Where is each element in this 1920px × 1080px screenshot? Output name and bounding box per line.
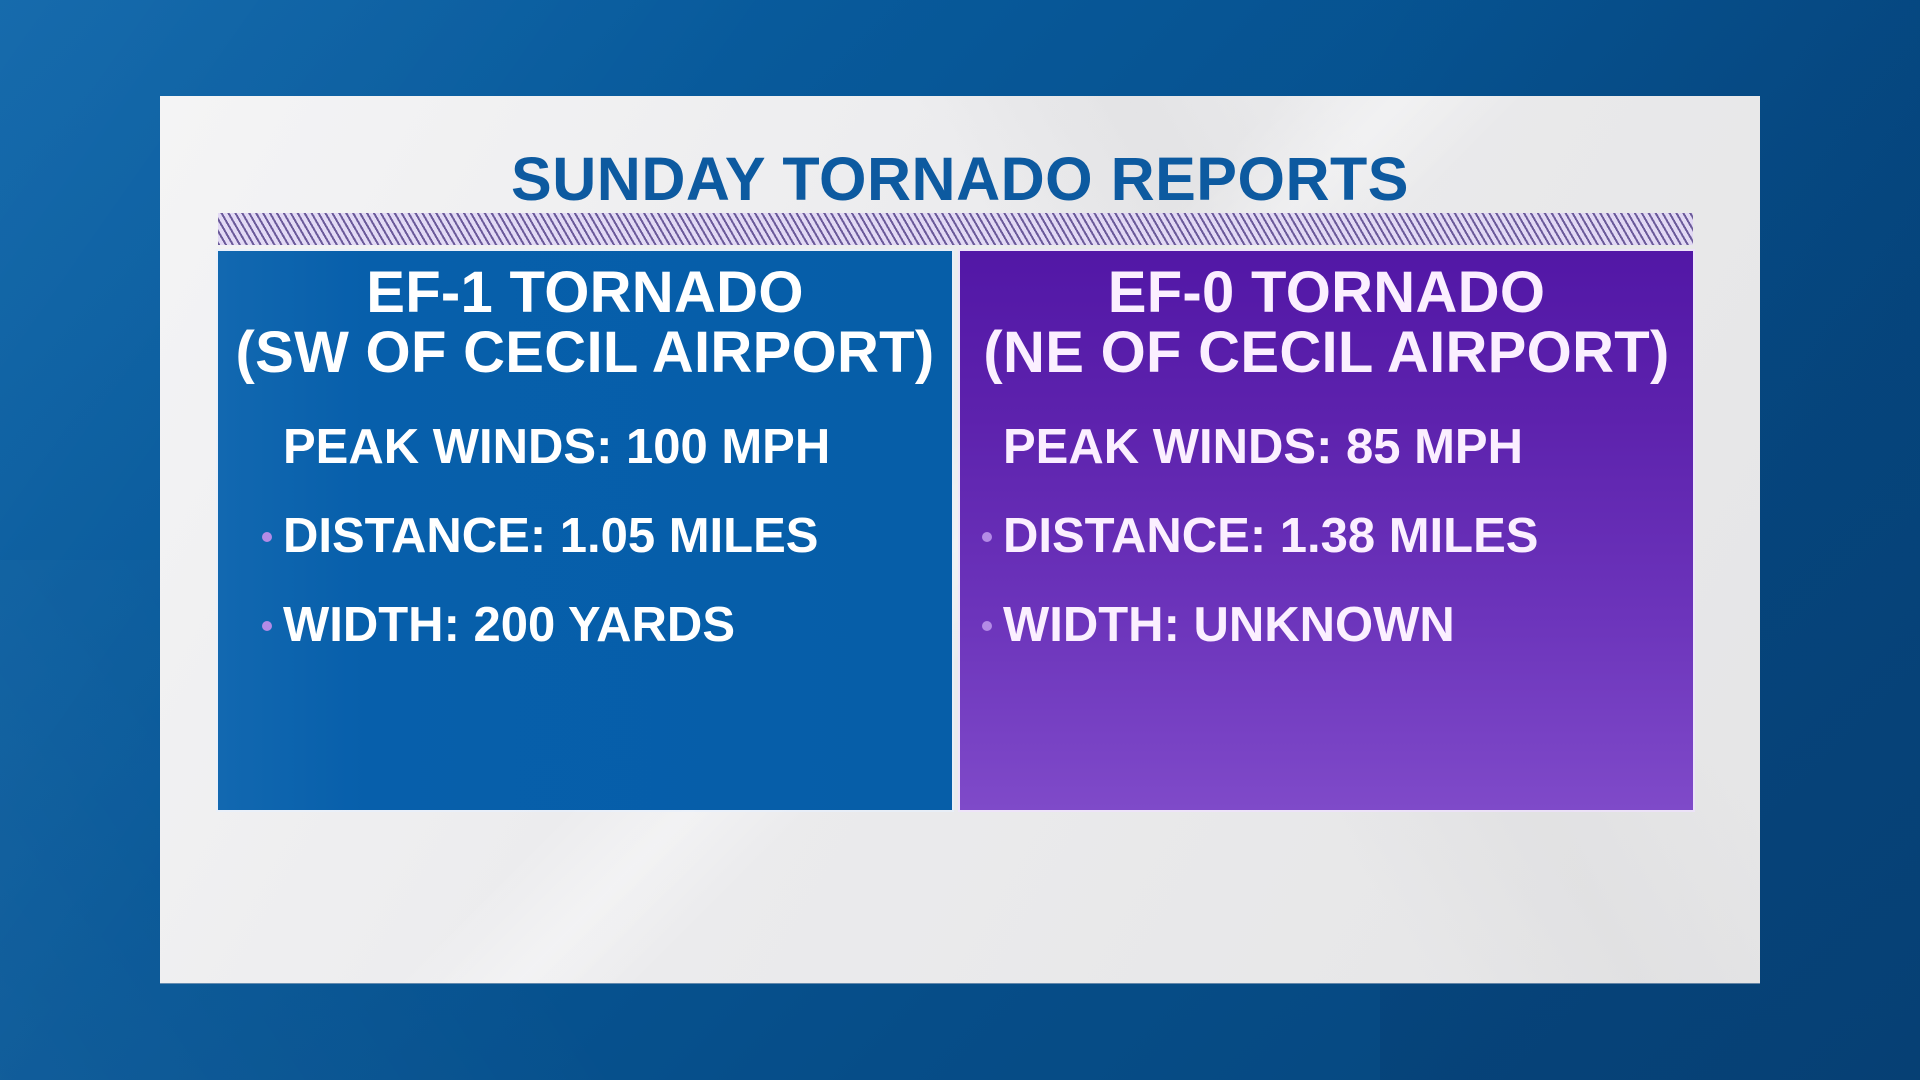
- panel-heading-line2: (SW OF CECIL AIRPORT): [235, 320, 935, 385]
- stats-list: PEAK WINDS: 85 MPH DISTANCE: 1.38 MILES …: [960, 421, 1693, 688]
- ef0-tornado-panel: EF-0 TORNADO (NE OF CECIL AIRPORT) PEAK …: [960, 251, 1693, 810]
- panel-heading: EF-1 TORNADO (SW OF CECIL AIRPORT): [218, 263, 952, 383]
- stat-text: WIDTH: 200 YARDS: [283, 598, 736, 652]
- stats-list: PEAK WINDS: 100 MPH DISTANCE: 1.05 MILES…: [218, 421, 952, 688]
- stat-width: WIDTH: UNKNOWN: [960, 599, 1693, 688]
- panel-heading-line2: (NE OF CECIL AIRPORT): [983, 320, 1670, 385]
- stat-peak-winds: PEAK WINDS: 85 MPH: [960, 421, 1693, 510]
- ef1-tornado-panel: EF-1 TORNADO (SW OF CECIL AIRPORT) PEAK …: [218, 251, 952, 810]
- report-card: SUNDAY TORNADO REPORTS EF-1 TORNADO (SW …: [160, 96, 1760, 983]
- panel-heading: EF-0 TORNADO (NE OF CECIL AIRPORT): [960, 263, 1693, 383]
- stat-distance: DISTANCE: 1.05 MILES: [218, 510, 952, 599]
- bullet-icon: [262, 621, 272, 631]
- stat-peak-winds: PEAK WINDS: 100 MPH: [218, 421, 952, 510]
- stat-text: DISTANCE: 1.38 MILES: [1003, 509, 1539, 563]
- stat-text: DISTANCE: 1.05 MILES: [283, 509, 819, 563]
- stat-width: WIDTH: 200 YARDS: [218, 599, 952, 688]
- bullet-icon: [982, 621, 992, 631]
- panel-heading-line1: EF-0 TORNADO: [1107, 260, 1546, 325]
- bullet-icon: [982, 532, 992, 542]
- bullet-icon: [262, 532, 272, 542]
- stat-text: PEAK WINDS: 100 MPH: [283, 420, 831, 474]
- graphic-title: SUNDAY TORNADO REPORTS: [511, 145, 1409, 213]
- hatched-divider: [218, 213, 1693, 245]
- stat-text: WIDTH: UNKNOWN: [1003, 598, 1455, 652]
- stat-distance: DISTANCE: 1.38 MILES: [960, 510, 1693, 599]
- panel-heading-line1: EF-1 TORNADO: [366, 260, 804, 325]
- stat-text: PEAK WINDS: 85 MPH: [1003, 420, 1524, 474]
